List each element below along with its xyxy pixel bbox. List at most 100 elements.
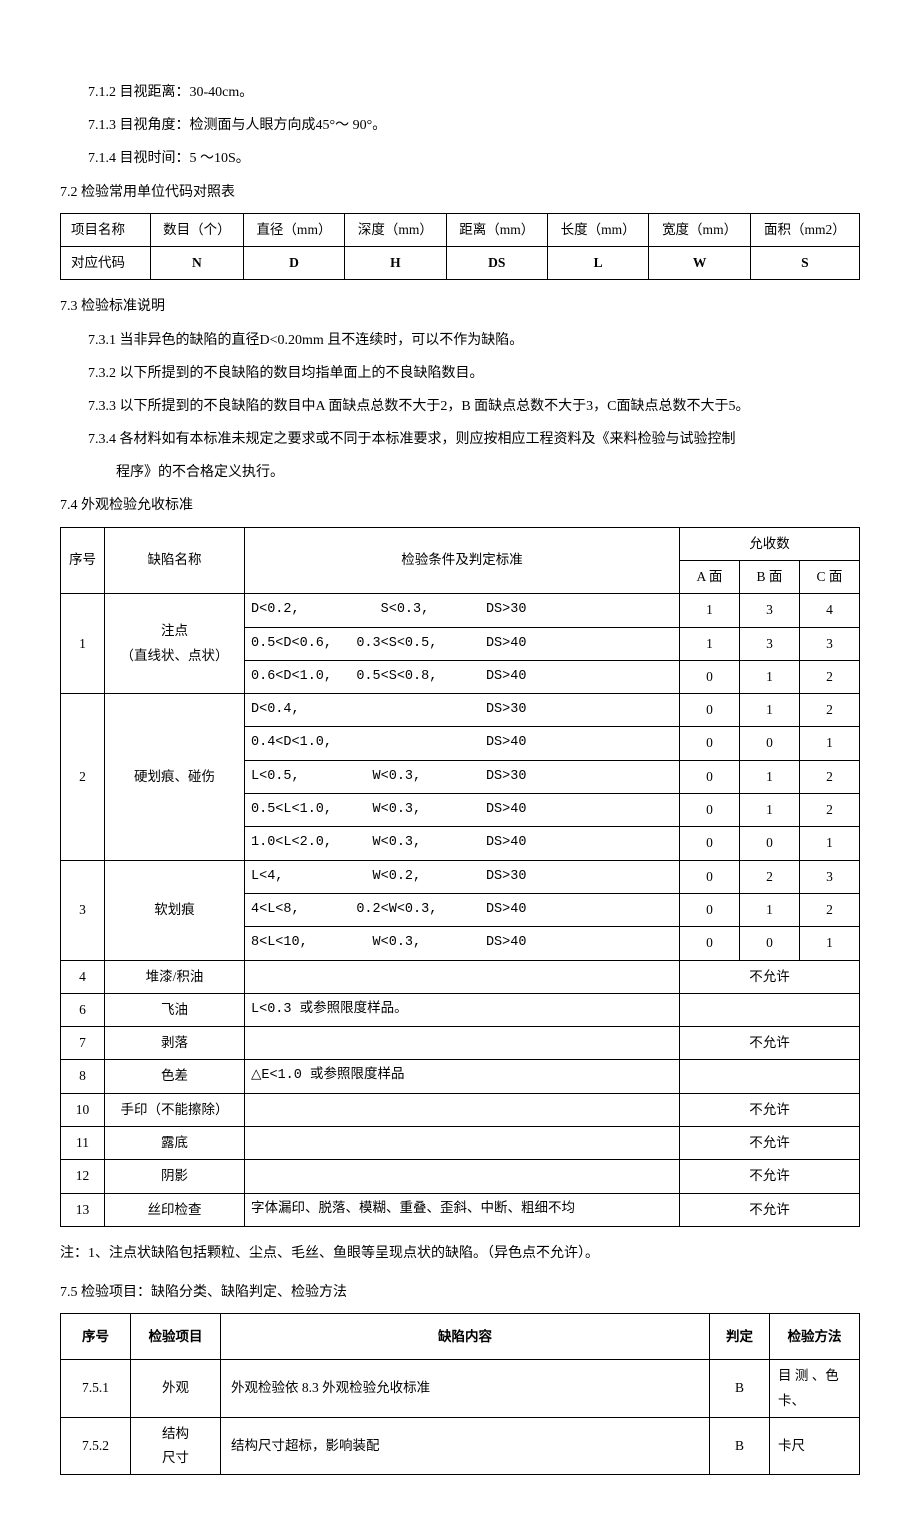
table-row: 对应代码 N D H DS L W S [61,247,860,280]
cell: 1 [740,893,800,926]
cell: 2 [800,794,860,827]
col-header: 深度（mm） [345,213,446,246]
cell: L<0.3 或参照限度样品。 [245,993,680,1026]
cell-content: 外观检验依 8.3 外观检验允收标准 [221,1360,710,1418]
cell: △E<1.0 或参照限度样品 [245,1060,680,1093]
cell: 3 [740,627,800,660]
cell: 0 [740,927,800,960]
cell-method: 目 测 、色卡、 [770,1360,860,1418]
table-row: 7.5.1 外观 外观检验依 8.3 外观检验允收标准 B 目 测 、色卡、 [61,1360,860,1418]
th-cond: 检验条件及判定标准 [245,527,680,594]
heading-7-4: 7.4 外观检验允收标准 [60,493,860,518]
col-header: 面积（mm2） [750,213,859,246]
col-header: 长度（mm） [547,213,648,246]
cell: 2 [61,694,105,860]
cell-judge: B [710,1360,770,1418]
cell: 1.0<L<2.0, W<0.3, DS>40 [245,827,680,860]
table-row: 2硬划痕、碰伤D<0.4, DS>30012 [61,694,860,727]
table-row: 6飞油L<0.3 或参照限度样品。 [61,993,860,1026]
code-cell: D [243,247,344,280]
cell: 1 [800,827,860,860]
cell: 不允许 [680,1027,860,1060]
table-row: 4堆漆/积油不允许 [61,960,860,993]
th-content: 缺陷内容 [221,1314,710,1360]
cell: D<0.4, DS>30 [245,694,680,727]
acceptance-table: 序号 缺陷名称 检验条件及判定标准 允收数 A 面 B 面 C 面 1注点 （直… [60,527,860,1227]
cell: 3 [61,860,105,960]
cell: L<0.5, W<0.3, DS>30 [245,760,680,793]
cell: 0 [680,660,740,693]
table-row: 7剥落 不允许 [61,1027,860,1060]
cell: 0 [740,827,800,860]
th-method: 检验方法 [770,1314,860,1360]
para-7-3-2: 7.3.2 以下所提到的不良缺陷的数目均指单面上的不良缺陷数目。 [60,361,860,386]
cell-item: 结构 尺寸 [131,1417,221,1475]
th-a: A 面 [680,560,740,593]
cell: 1 [680,594,740,627]
cell: 4 [800,594,860,627]
cell: 0.5<D<0.6, 0.3<S<0.5, DS>40 [245,627,680,660]
cell: 不允许 [680,1160,860,1193]
cell: 3 [800,627,860,660]
cell: 剥落 [105,1027,245,1060]
cell: 7 [61,1027,105,1060]
cell: 软划痕 [105,860,245,960]
table-row: 7.5.2 结构 尺寸 结构尺寸超标，影响装配 B 卡尺 [61,1417,860,1475]
cell: 12 [61,1160,105,1193]
table-header-row: 序号 检验项目 缺陷内容 判定 检验方法 [61,1314,860,1360]
col-header: 宽度（mm） [649,213,750,246]
cell: 0.4<D<1.0, DS>40 [245,727,680,760]
cell: 不允许 [680,1193,860,1226]
th-b: B 面 [740,560,800,593]
row-label: 项目名称 [61,213,151,246]
para-7-3-4a: 7.3.4 各材料如有本标准未规定之要求或不同于本标准要求，则应按相应工程资料及… [60,427,860,452]
cell-seq: 7.5.1 [61,1360,131,1418]
unit-code-table: 项目名称 数目（个） 直径（mm） 深度（mm） 距离（mm） 长度（mm） 宽… [60,213,860,281]
cell: 1 [800,927,860,960]
cell [245,1127,680,1160]
cell: 1 [61,594,105,694]
code-cell: W [649,247,750,280]
th-judge: 判定 [710,1314,770,1360]
cell: 不允许 [680,1093,860,1126]
cell: 注点 （直线状、点状） [105,594,245,694]
cell: 3 [800,860,860,893]
note-text: 注：1、注点状缺陷包括颗粒、尘点、毛丝、鱼眼等呈现点状的缺陷。（异色点不允许）。 [60,1241,860,1266]
table-row: 3软划痕L<4, W<0.2, DS>30023 [61,860,860,893]
cell: 2 [800,694,860,727]
cell [680,1060,860,1093]
cell-content: 结构尺寸超标，影响装配 [221,1417,710,1475]
para-7-1-2: 7.1.2 目视距离：30-40cm。 [60,80,860,105]
cell: 2 [740,860,800,893]
table-row: 10手印（不能擦除）不允许 [61,1093,860,1126]
heading-7-5: 7.5 检验项目：缺陷分类、缺陷判定、检验方法 [60,1280,860,1305]
cell [680,993,860,1026]
cell: 堆漆/积油 [105,960,245,993]
cell: 字体漏印、脱落、模糊、重叠、歪斜、中断、粗细不均 [245,1193,680,1226]
cell [245,1093,680,1126]
th-accept: 允收数 [680,527,860,560]
table-row: 项目名称 数目（个） 直径（mm） 深度（mm） 距离（mm） 长度（mm） 宽… [61,213,860,246]
col-header: 直径（mm） [243,213,344,246]
cell-item: 外观 [131,1360,221,1418]
cell-method: 卡尺 [770,1417,860,1475]
cell: 3 [740,594,800,627]
cell: 露底 [105,1127,245,1160]
cell: 1 [680,627,740,660]
code-cell: H [345,247,446,280]
cell: 0.6<D<1.0, 0.5<S<0.8, DS>40 [245,660,680,693]
cell: 10 [61,1093,105,1126]
cell: 1 [740,760,800,793]
cell: 1 [740,660,800,693]
heading-7-2: 7.2 检验常用单位代码对照表 [60,180,860,205]
cell: 13 [61,1193,105,1226]
th-seq: 序号 [61,527,105,594]
cell: 0 [680,893,740,926]
cell: 11 [61,1127,105,1160]
cell: 不允许 [680,1127,860,1160]
cell: D<0.2, S<0.3, DS>30 [245,594,680,627]
code-cell: S [750,247,859,280]
cell: 不允许 [680,960,860,993]
cell: 6 [61,993,105,1026]
cell: 2 [800,660,860,693]
